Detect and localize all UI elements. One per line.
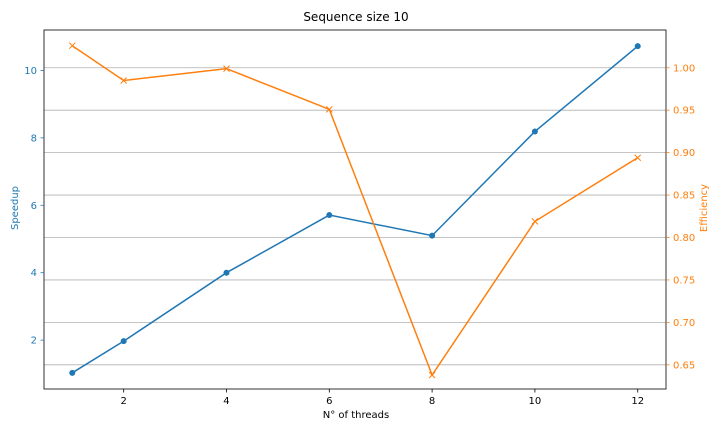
speedup-point bbox=[634, 43, 641, 50]
left-tick-label: 2 bbox=[31, 336, 37, 347]
speedup-point bbox=[223, 269, 230, 276]
left-tick-label: 4 bbox=[31, 268, 37, 279]
x-axis-label: N° of threads bbox=[323, 410, 389, 421]
right-tick-label: 0.80 bbox=[673, 233, 695, 244]
efficiency-point bbox=[531, 218, 539, 225]
efficiency-point bbox=[120, 77, 128, 84]
right-tick-label: 1.00 bbox=[673, 63, 695, 74]
x-tick-label: 2 bbox=[120, 396, 126, 407]
left-tick-label: 10 bbox=[24, 66, 37, 77]
right-tick-label: 0.85 bbox=[673, 191, 695, 202]
speedup-point bbox=[429, 232, 436, 239]
x-tick-label: 6 bbox=[326, 396, 332, 407]
grid-lines bbox=[44, 67, 666, 366]
left-tick-label: 6 bbox=[31, 201, 37, 212]
speedup-point bbox=[120, 338, 127, 345]
efficiency-point bbox=[68, 42, 76, 50]
efficiency-point bbox=[223, 65, 230, 72]
left-tick-label: 8 bbox=[31, 133, 37, 144]
speedup-point bbox=[69, 369, 76, 376]
x-tick-label: 10 bbox=[529, 396, 542, 407]
x-tick-label: 12 bbox=[631, 396, 644, 407]
plot-frame bbox=[43, 29, 667, 390]
series-layer bbox=[68, 42, 642, 379]
speedup-point bbox=[531, 128, 538, 135]
right-tick-label: 0.65 bbox=[673, 360, 695, 371]
right-axis-label: Efficiency bbox=[699, 184, 710, 232]
right-tick-label: 0.90 bbox=[673, 148, 695, 159]
axis-layer: 2 4 6 8 10 12 2 4 6 8 10 0.65 0.70 0.75 0.80 0.85 0.90 0.… bbox=[24, 63, 695, 407]
efficiency-point bbox=[634, 154, 642, 162]
right-tick-label: 0.95 bbox=[673, 106, 695, 117]
efficiency-point bbox=[325, 105, 333, 113]
left-axis-label: Speedup bbox=[10, 186, 21, 230]
efficiency-point bbox=[428, 371, 436, 379]
chart-title: Sequence size 10 bbox=[303, 10, 408, 24]
right-tick-label: 0.75 bbox=[673, 275, 695, 286]
x-tick-label: 8 bbox=[429, 396, 435, 407]
x-tick-label: 4 bbox=[223, 396, 229, 407]
speedup-point bbox=[326, 212, 333, 219]
right-tick-label: 0.70 bbox=[673, 318, 695, 329]
